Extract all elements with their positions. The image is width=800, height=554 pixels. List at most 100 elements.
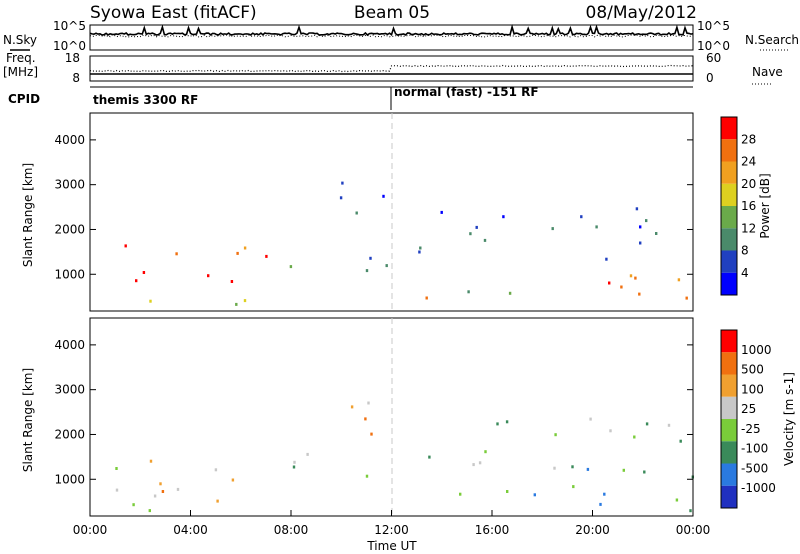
colorbar-block	[721, 183, 737, 207]
heatmap-cell	[685, 296, 688, 300]
heatmap-cell	[132, 503, 135, 507]
nsky-min-tick: 10^0	[53, 39, 86, 53]
colorbar-tick-label: -25	[741, 422, 761, 436]
heatmap-cell	[679, 439, 682, 443]
heatmap-cell	[214, 468, 218, 472]
heatmap-cell	[419, 246, 422, 250]
power-colorbar-frame	[720, 116, 738, 296]
colorbar-block	[721, 161, 737, 184]
heatmap-cell	[484, 450, 487, 454]
heatmap-cell	[355, 211, 358, 215]
heatmap-cell	[175, 252, 178, 256]
nsearch-max-tick: 10^5	[697, 19, 730, 33]
heatmap-cell	[115, 488, 119, 492]
nsky-panel	[89, 24, 694, 51]
heatmap-cell	[153, 494, 157, 498]
velocity-y-ticks: 1000 2000 3000 4000	[54, 338, 693, 486]
heatmap-cell	[635, 207, 639, 211]
heatmap-cell	[161, 490, 165, 493]
heatmap-cell	[483, 238, 487, 242]
colorbar-tick-label: 20	[741, 177, 756, 191]
heatmap-cell	[689, 509, 692, 513]
heatmap-cell	[382, 194, 385, 198]
heatmap-cell	[115, 467, 118, 470]
power-colorbar-label: Power [dB]	[758, 173, 772, 238]
heatmap-cell	[236, 251, 239, 255]
colorbar-tick-label: 8	[741, 244, 749, 258]
heatmap-cell	[306, 452, 309, 456]
colorbar-block	[721, 419, 737, 442]
heatmap-cell	[124, 244, 127, 248]
freq-max-tick: 18	[65, 51, 80, 65]
heatmap-cell	[496, 422, 499, 426]
y-tick-label: 3000	[54, 383, 85, 397]
power-panel: 1000 2000 3000 4000 Slant Range [km]	[21, 112, 694, 312]
heatmap-cell	[629, 274, 633, 278]
y-tick-label: 2000	[54, 427, 85, 441]
heatmap-cell	[369, 256, 372, 260]
colorbar-tick-label: 28	[741, 132, 756, 146]
time-axis-label: Time UT	[366, 539, 417, 553]
heatmap-cell	[589, 417, 592, 421]
cpid-mode-2: normal (fast) -151 RF	[394, 85, 539, 99]
heatmap-cell	[609, 429, 612, 433]
heatmap-cell	[655, 232, 658, 235]
colorbar-block	[721, 352, 737, 375]
cpid-label: CPID	[8, 92, 40, 106]
velocity-colorbar-label: Velocity [m s-1]	[782, 372, 796, 466]
colorbar-block	[721, 206, 737, 229]
heatmap-cell	[243, 246, 247, 250]
nsearch-min-tick: 10^0	[697, 39, 730, 53]
heatmap-cell	[231, 478, 235, 482]
colorbar-block	[721, 117, 737, 140]
heatmap-cell	[571, 465, 574, 469]
freq-panel	[89, 55, 694, 82]
heatmap-cell	[605, 257, 608, 261]
colorbar-tick-label: 16	[741, 199, 756, 213]
heatmap-cell	[230, 280, 234, 283]
colorbar-block	[721, 139, 737, 162]
heatmap-cell	[418, 250, 421, 254]
velocity-panel-frame	[89, 317, 694, 517]
power-y-ticks: 1000 2000 3000 4000	[54, 133, 693, 281]
cpid-mode-1: themis 3300 RF	[93, 93, 198, 107]
power-colorbar-blocks	[721, 117, 737, 296]
y-tick-label: 1000	[54, 267, 85, 281]
y-tick-label: 2000	[54, 222, 85, 236]
x-tick-label: 08:00	[274, 523, 309, 537]
heatmap-cell	[292, 465, 296, 469]
heatmap-cell	[645, 219, 648, 223]
heatmap-cell	[478, 461, 482, 465]
heatmap-cell	[385, 264, 388, 268]
heatmap-cell	[633, 435, 636, 439]
x-tick-label: 16:00	[475, 523, 510, 537]
heatmap-cell	[533, 493, 536, 497]
heatmap-cell	[159, 482, 162, 486]
velocity-ylabel: Slant Range [km]	[21, 368, 35, 472]
colorbar-tick-label: -1000	[741, 481, 776, 495]
nave-label: Nave	[752, 65, 783, 79]
colorbar-block	[721, 330, 737, 353]
heatmap-cell	[176, 487, 180, 491]
velocity-heatmap-cells	[115, 401, 694, 513]
heatmap-cell	[428, 455, 431, 459]
nsearch-trace	[89, 34, 694, 38]
heatmap-cell	[469, 232, 472, 236]
heatmap-cell	[595, 225, 598, 229]
heatmap-cell	[472, 463, 475, 467]
heatmap-cell	[207, 274, 210, 278]
x-tick-label: 12:00	[374, 523, 409, 537]
power-colorbar: 4 8 12 16 20 24 28 Power [dB]	[720, 116, 772, 296]
colorbar-tick-label: 500	[741, 363, 764, 377]
nsky-trace	[89, 24, 694, 37]
colorbar-block	[721, 463, 737, 486]
colorbar-tick-label: 4	[741, 266, 749, 280]
heatmap-cell	[364, 417, 367, 421]
nsearch-label: N.Search	[745, 33, 799, 47]
x-tick-label: 00:00	[73, 523, 108, 537]
heatmap-cell	[580, 215, 583, 219]
heatmap-cell	[675, 498, 679, 502]
beam-title: Beam 05	[354, 3, 430, 23]
heatmap-cell	[235, 302, 238, 306]
